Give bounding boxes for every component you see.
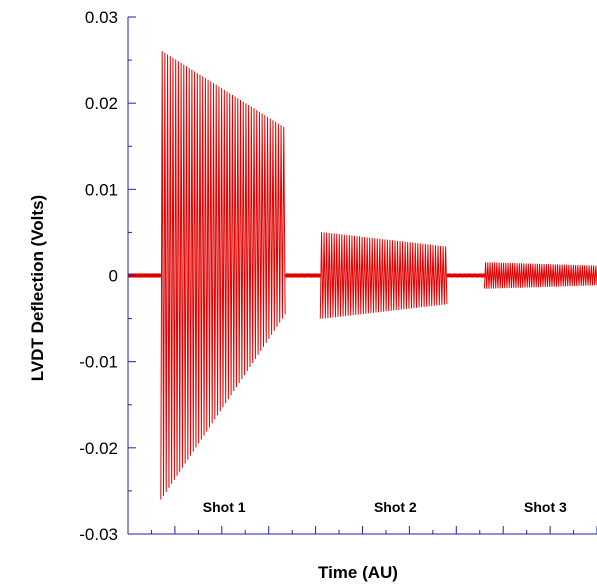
shot-label-1: Shot 1 xyxy=(203,499,246,515)
y-tick-label-3: 0 xyxy=(109,267,118,286)
y-tick-label-1: -0.02 xyxy=(79,439,118,458)
series-layer xyxy=(127,50,597,500)
waveform-segment-6 xyxy=(483,262,597,289)
y-tick-label-5: 0.02 xyxy=(85,94,118,113)
y-tick-label-6: 0.03 xyxy=(85,8,118,27)
y-tick-label-2: -0.01 xyxy=(79,353,118,372)
waveform-segment-2 xyxy=(160,50,286,500)
y-axis-title: LVDT Deflection (Volts) xyxy=(28,195,47,381)
x-axis-title: Time (AU) xyxy=(318,563,398,582)
waveform-segment-1 xyxy=(127,273,162,278)
y-tick-label-0: -0.03 xyxy=(79,525,118,544)
axes-layer xyxy=(127,16,597,535)
shot-label-2: Shot 2 xyxy=(374,499,417,515)
waveform-segment-3 xyxy=(284,273,321,278)
waveform-segment-5 xyxy=(446,273,485,278)
label-layer: -0.03 -0.02 -0.01 0 0.01 0.02 0.03 Shot 1 Shot 2… xyxy=(79,8,567,544)
y-tick-label-4: 0.01 xyxy=(85,180,118,199)
shot-label-3: Shot 3 xyxy=(524,499,567,515)
waveform-segment-4 xyxy=(319,231,448,319)
